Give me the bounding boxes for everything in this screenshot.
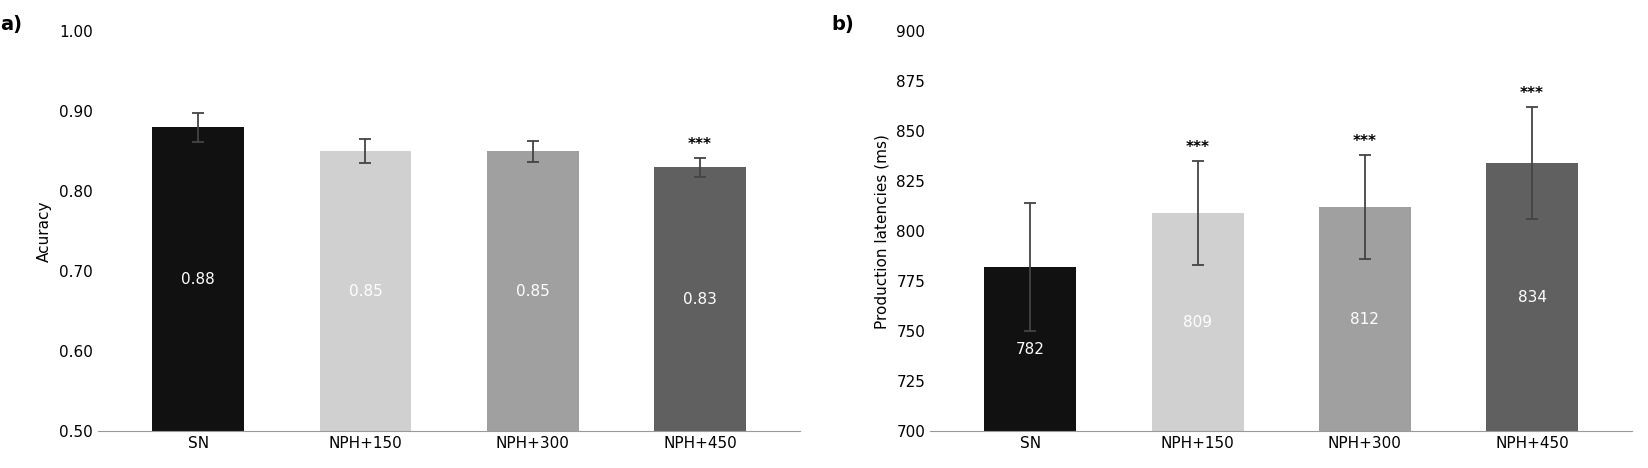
Text: 0.85: 0.85 xyxy=(348,284,382,299)
Bar xyxy=(1150,213,1243,431)
Text: 834: 834 xyxy=(1516,290,1546,305)
Text: ***: *** xyxy=(687,137,712,152)
Text: ***: *** xyxy=(1351,134,1376,149)
Text: 0.83: 0.83 xyxy=(682,292,717,307)
Text: b): b) xyxy=(831,15,854,34)
Bar xyxy=(1485,163,1577,431)
Bar xyxy=(320,151,412,431)
Y-axis label: Acuracy: Acuracy xyxy=(38,200,53,262)
Text: ***: *** xyxy=(1519,86,1543,101)
Bar xyxy=(984,267,1076,431)
Text: 809: 809 xyxy=(1182,315,1211,330)
Bar xyxy=(486,151,578,431)
Bar xyxy=(654,167,745,431)
Text: 782: 782 xyxy=(1015,342,1045,357)
Text: ***: *** xyxy=(1185,140,1210,155)
Text: 812: 812 xyxy=(1350,312,1378,327)
Text: 0.85: 0.85 xyxy=(516,284,549,299)
Text: 0.88: 0.88 xyxy=(181,272,214,287)
Y-axis label: Production latencies (ms): Production latencies (ms) xyxy=(873,134,888,329)
Bar xyxy=(152,127,244,431)
Bar xyxy=(1318,207,1411,431)
Text: a): a) xyxy=(0,15,21,34)
